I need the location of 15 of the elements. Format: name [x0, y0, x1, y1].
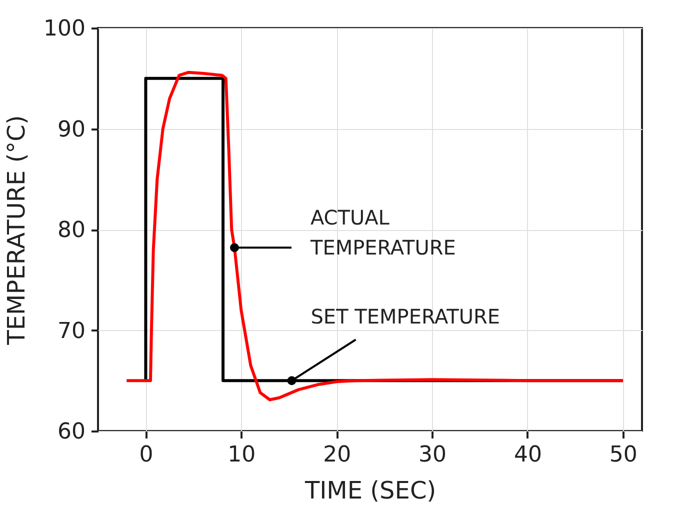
x-tick-label: 50	[609, 442, 638, 468]
annotation: SET TEMPERATURE	[310, 304, 500, 329]
y-axis-title: TEMPERATURE (°C)	[2, 115, 31, 346]
annotation: ACTUAL TEMPERATURE	[309, 206, 456, 260]
y-tick-label: 60	[58, 420, 86, 444]
x-tick-label: 40	[514, 442, 542, 468]
x-tick-label: 10	[228, 442, 256, 468]
y-tick-label: 100	[44, 16, 86, 42]
y-tick-label: 80	[58, 218, 86, 243]
x-tick-label: 0	[139, 442, 154, 468]
y-tick-label: 70	[58, 318, 86, 344]
y-tick-label: 90	[58, 117, 86, 142]
x-tick-label: 20	[323, 442, 352, 468]
x-axis-title: TIME (SEC)	[304, 476, 436, 504]
x-tick-label: 30	[418, 442, 447, 468]
